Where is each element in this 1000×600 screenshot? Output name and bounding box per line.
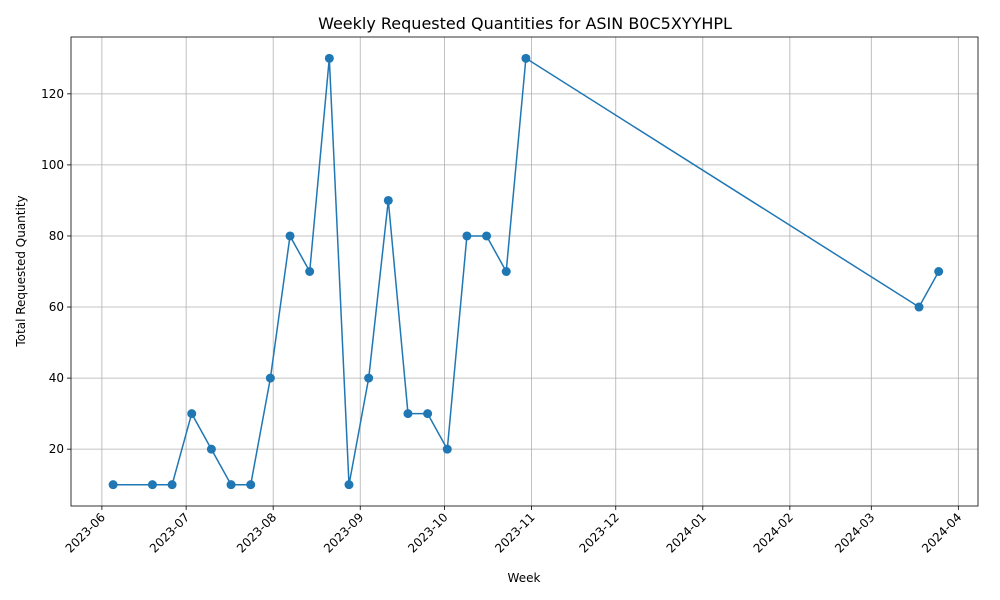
- data-point: [167, 480, 177, 490]
- data-point: [305, 267, 315, 276]
- data-point: [285, 231, 295, 241]
- data-point: [462, 231, 472, 241]
- data-point: [108, 480, 118, 490]
- y-tick-label: 20: [49, 442, 64, 456]
- data-point: [934, 267, 944, 276]
- grid-lines: [71, 37, 978, 506]
- data-point: [246, 480, 256, 490]
- axes: 2023-06 2023-07 2023-08 2023-09 2023-10 2023-…: [41, 87, 964, 556]
- data-point: [403, 409, 413, 419]
- y-tick-label: 120: [41, 87, 64, 101]
- data-point: [364, 373, 374, 383]
- data-point: [914, 302, 924, 312]
- data-point: [442, 444, 452, 454]
- data-point: [482, 231, 492, 241]
- x-axis-label: Week: [508, 571, 541, 585]
- plot-frame: [70, 36, 979, 507]
- chart-title: Weekly Requested Quantities for ASIN B0C…: [318, 14, 732, 33]
- data-point: [265, 373, 275, 383]
- x-tick-label: 2023-06: [63, 510, 108, 555]
- series-line: [113, 57, 940, 486]
- data-point: [147, 480, 157, 490]
- x-tick-label: 2023-10: [405, 510, 450, 555]
- series: [108, 53, 944, 490]
- x-tick-label: 2023-07: [147, 510, 192, 555]
- x-tick-label: 2024-03: [832, 510, 877, 555]
- data-point: [521, 53, 531, 63]
- y-tick-label: 40: [49, 371, 64, 385]
- data-point: [501, 267, 511, 276]
- x-tick-label: 2024-02: [751, 510, 796, 555]
- y-tick-label: 60: [49, 300, 64, 314]
- x-tick-label: 2024-04: [919, 510, 964, 555]
- data-point: [383, 195, 393, 205]
- data-point: [344, 480, 354, 490]
- data-point: [226, 480, 236, 490]
- data-point: [324, 53, 334, 63]
- y-tick-label: 100: [41, 158, 64, 172]
- x-tick-label: 2023-09: [321, 510, 366, 555]
- x-tick-label: 2023-12: [577, 510, 622, 555]
- data-point: [187, 409, 197, 419]
- y-tick-label: 80: [49, 229, 64, 243]
- y-axis-label: Total Requested Quantity: [14, 195, 28, 347]
- data-point: [206, 444, 216, 454]
- x-tick-label: 2023-08: [234, 510, 279, 555]
- x-tick-label: 2024-01: [664, 510, 709, 555]
- x-tick-label: 2023-11: [492, 510, 537, 555]
- data-point: [423, 409, 433, 419]
